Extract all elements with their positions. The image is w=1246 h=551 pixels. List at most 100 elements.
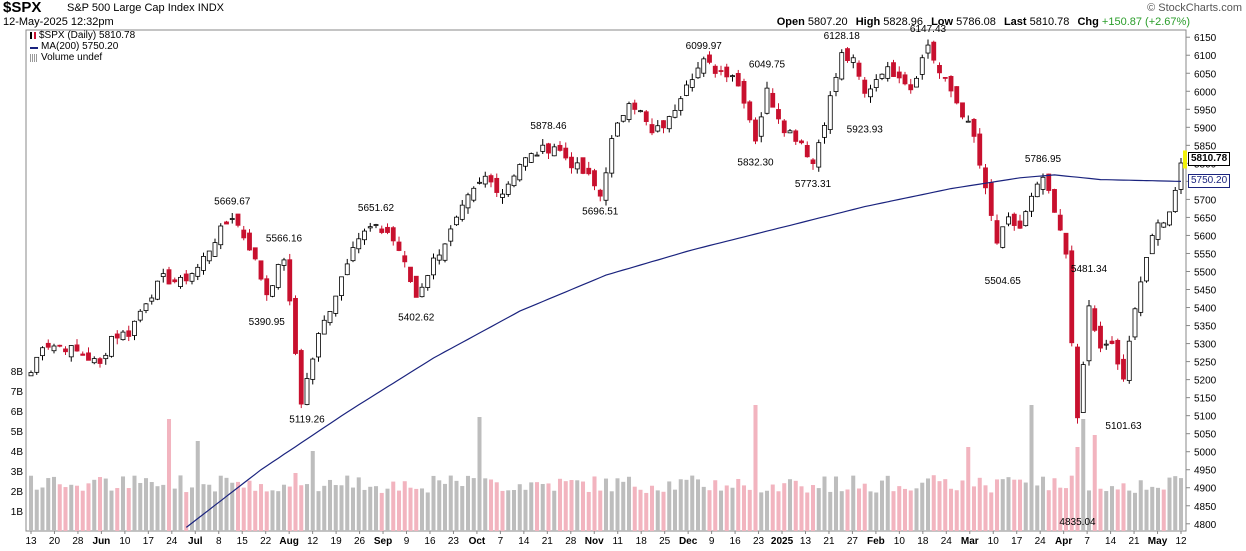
volume-bar	[264, 491, 269, 531]
time-tick-label: Jun	[93, 536, 111, 547]
volume-bar	[793, 480, 798, 531]
time-tick-label: 9	[404, 536, 410, 547]
volume-bar	[1127, 490, 1132, 531]
candle-body	[471, 187, 477, 201]
volume-bar	[132, 475, 137, 531]
volume-bar	[851, 475, 856, 531]
volume-bar	[626, 476, 632, 531]
candle-body	[201, 256, 206, 271]
quote-summary: Open 5807.20 High 5828.96 Low 5786.08 La…	[772, 16, 1190, 28]
volume-bar	[230, 482, 235, 531]
candle-body	[1011, 213, 1017, 226]
candle-body	[540, 144, 546, 152]
candle-body	[1057, 214, 1063, 231]
candle-body	[758, 116, 764, 137]
volume-bar	[770, 484, 775, 531]
candle-body	[741, 81, 747, 104]
time-tick-label: 16	[730, 536, 742, 547]
time-tick-label: Dec	[679, 536, 698, 547]
price-tick-label: 5650	[1194, 213, 1217, 224]
ma200-line	[185, 174, 1182, 528]
candle-body	[563, 147, 569, 159]
volume-bar	[247, 480, 252, 531]
volume-bar	[684, 479, 689, 531]
volume-bar	[661, 491, 666, 531]
candle-body	[833, 76, 839, 92]
volume-bar	[304, 484, 310, 531]
candle-body	[373, 224, 379, 226]
volume-bar	[1173, 476, 1178, 531]
candle-body	[488, 175, 494, 183]
volume-bar	[212, 491, 218, 531]
candle-body	[448, 228, 454, 242]
high-label: High	[855, 16, 881, 28]
candle-body	[845, 48, 850, 61]
volume-tick-label: 8B	[11, 367, 24, 378]
volume-bar	[184, 492, 189, 531]
volume-bar	[442, 483, 448, 531]
price-tick-label: 5050	[1194, 430, 1217, 441]
price-annotation: 5773.31	[795, 179, 832, 190]
volume-bar	[960, 480, 965, 531]
candle-body	[367, 226, 373, 229]
price-annotation: 5504.65	[985, 276, 1022, 287]
volume-bar	[799, 486, 804, 531]
price-tick-label: 6100	[1194, 51, 1217, 62]
candle-body	[603, 172, 609, 201]
candle-body	[68, 345, 74, 358]
candle-body	[977, 133, 983, 166]
price-annotation: 5101.63	[1105, 421, 1142, 432]
candle-body	[971, 118, 977, 137]
price-annotation: 4835.04	[1059, 517, 1096, 528]
volume-bar	[1023, 482, 1028, 531]
candle-body	[350, 247, 356, 262]
volume-bar	[856, 488, 862, 531]
price-tick-label: 6050	[1194, 69, 1217, 80]
candle-body	[551, 146, 557, 157]
candle-body	[1075, 346, 1080, 419]
time-tick-label: 7	[498, 536, 504, 547]
volume-bar	[598, 490, 603, 531]
volume-bar	[494, 482, 499, 531]
candle-body	[891, 62, 896, 77]
volume-bar	[862, 483, 867, 531]
time-tick-label: 21	[542, 536, 554, 547]
candle-body	[810, 159, 816, 164]
candle-body	[1115, 339, 1121, 365]
candle-body	[160, 273, 166, 277]
candle-body	[1069, 250, 1075, 344]
last-label: Last	[1003, 16, 1027, 28]
volume-bar	[920, 482, 925, 531]
time-tick-label: May	[1148, 536, 1168, 547]
candle-body	[764, 87, 770, 114]
candle-body	[327, 311, 333, 324]
candle-body	[1126, 340, 1132, 381]
candle-body	[258, 260, 264, 280]
candle-body	[684, 84, 689, 96]
volume-bar	[1115, 489, 1120, 531]
volume-bar	[172, 488, 177, 531]
ma-price-box: 5750.20	[1188, 174, 1231, 189]
volume-bar	[621, 481, 626, 531]
candle-body	[183, 273, 189, 282]
candle-body	[1040, 176, 1046, 190]
volume-bar	[299, 485, 304, 531]
candle-body	[707, 54, 712, 63]
candle-body	[505, 183, 511, 195]
candle-body	[781, 120, 787, 134]
price-tick-label: 5450	[1194, 286, 1217, 297]
price-annotation: 6049.75	[749, 59, 786, 70]
volume-bar	[120, 476, 126, 531]
candle-body	[511, 175, 517, 187]
candle-body	[34, 356, 40, 373]
time-tick-label: 21	[823, 536, 835, 547]
time-tick-label: 14	[518, 536, 530, 547]
price-tick-label: 5150	[1194, 394, 1217, 405]
volume-bar	[586, 491, 591, 531]
candle-body	[1006, 216, 1011, 225]
volume-bar	[966, 447, 971, 531]
volume-bar	[74, 485, 80, 531]
candle-body	[592, 170, 597, 187]
volume-bar	[1132, 492, 1138, 531]
price-tick-label: 5900	[1194, 123, 1217, 134]
